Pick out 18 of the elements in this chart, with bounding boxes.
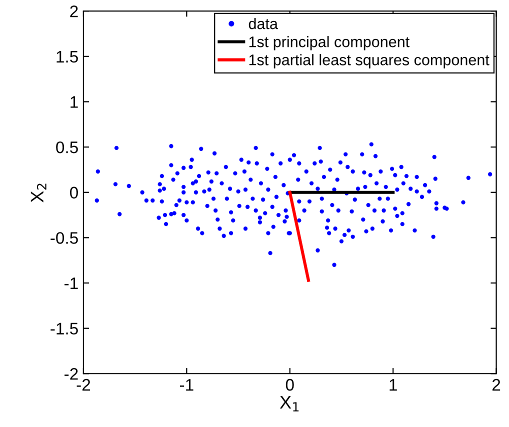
y-tick-label: 1.5 [56,50,78,63]
x-tick-label: 1 [390,379,397,391]
x-axis-title: X$_{1}$ [280,396,299,412]
y-tick-label: 0.5 [56,141,78,154]
y-axis-title: X$_{2}$ [30,184,46,202]
legend-label: 1st principal component [249,36,410,50]
x-tick-label: -1 [180,379,194,391]
y-tick-label: 0 [70,186,78,199]
y-tick-label: -0.5 [50,232,78,244]
legend-label: data [248,18,278,30]
y-tick-label: 1 [70,96,78,108]
legend-label: 1st partial least squares component [249,54,490,68]
y-tick-label: -1.5 [50,322,78,335]
y-tick-label: -2 [64,368,78,380]
y-tick-label: -1 [64,278,78,290]
x-tick-label: 2 [492,378,500,391]
x-tick-label: 0 [286,378,294,391]
y-tick-label: 2 [70,6,78,18]
